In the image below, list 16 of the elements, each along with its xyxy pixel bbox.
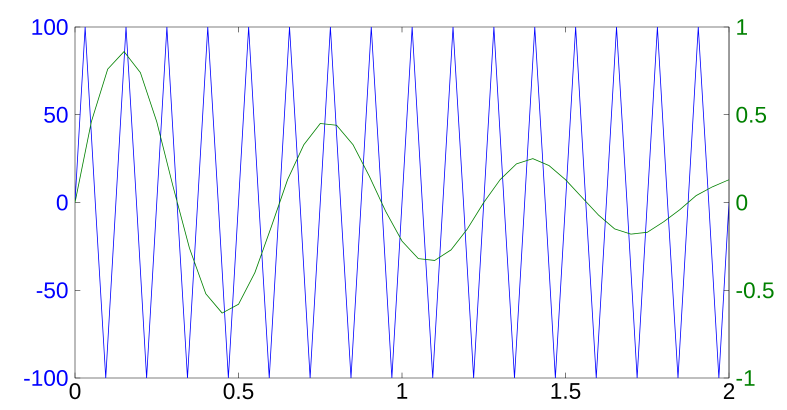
y-tick-label: -100 <box>24 370 68 386</box>
x-tick-label: 1.5 <box>551 383 580 399</box>
y2-tick-label: -0.5 <box>736 282 774 298</box>
y-tick-label: 0 <box>56 194 68 211</box>
x-tick-label: 1 <box>397 383 408 399</box>
x-tick-label: 0.5 <box>224 383 254 400</box>
y-tick-label: -50 <box>36 282 68 298</box>
x-tick-label: 0 <box>70 383 80 400</box>
y-tick-label: 100 <box>32 18 68 36</box>
y2-tick-label: -1 <box>736 370 755 386</box>
x-tick-label: 2 <box>724 383 734 399</box>
line-series <box>75 51 730 314</box>
y2-tick-label: 1 <box>737 19 748 35</box>
y2-tick-label: 0.5 <box>736 106 766 123</box>
y2-tick-label: 0 <box>736 194 748 211</box>
y-tick-label: 50 <box>44 106 68 123</box>
